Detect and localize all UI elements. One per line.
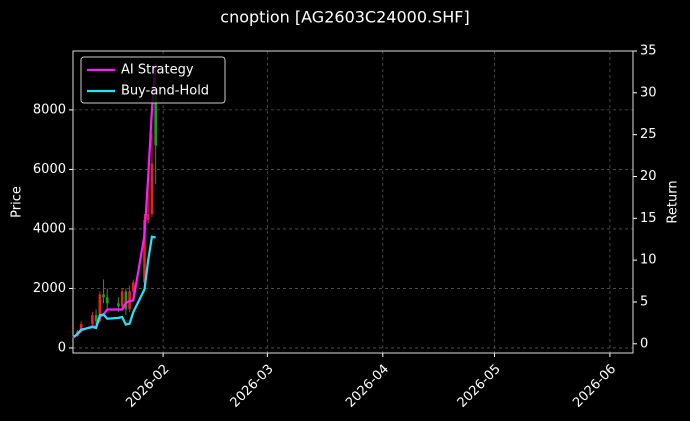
series-line: [73, 235, 156, 338]
y2-tick-label: 5: [640, 294, 648, 309]
y2-tick-label: 0: [640, 336, 648, 351]
candle-body: [120, 291, 124, 307]
candle-body: [117, 303, 120, 307]
y-tick-label: 0: [58, 340, 66, 355]
candle-body: [102, 294, 105, 298]
y-tick-label: 8000: [33, 102, 66, 117]
candle-body: [79, 324, 83, 332]
legend-box: [80, 56, 226, 104]
chart-title: cnoption [AG2603C24000.SHF]: [220, 8, 469, 27]
legend-label: AI Strategy: [121, 63, 194, 78]
y-axis-label: Price: [10, 186, 25, 218]
candle-body: [105, 297, 109, 304]
candle-body: [98, 294, 102, 322]
y2-tick-label: 20: [640, 169, 657, 184]
candle-body: [91, 315, 94, 325]
legend-label: Buy-and-Hold: [121, 84, 209, 99]
candle-body: [143, 220, 146, 283]
candle-body: [94, 315, 98, 322]
plot-frame: [72, 50, 634, 354]
y2-tick-label: 15: [640, 211, 657, 226]
y2-axis-label: Return: [666, 180, 681, 223]
y2-tick-label: 30: [640, 85, 657, 100]
y-tick-label: 6000: [33, 162, 66, 177]
candle-body: [124, 291, 128, 310]
y2-tick-label: 25: [640, 127, 657, 142]
y-tick-label: 4000: [33, 221, 66, 236]
candle-body: [150, 163, 154, 215]
candle-body: [146, 214, 150, 221]
y-tick-label: 2000: [33, 281, 66, 296]
candle-body: [132, 282, 135, 292]
y2-tick-label: 35: [640, 44, 657, 59]
candle-body: [154, 95, 157, 146]
y2-tick-label: 10: [640, 253, 657, 268]
